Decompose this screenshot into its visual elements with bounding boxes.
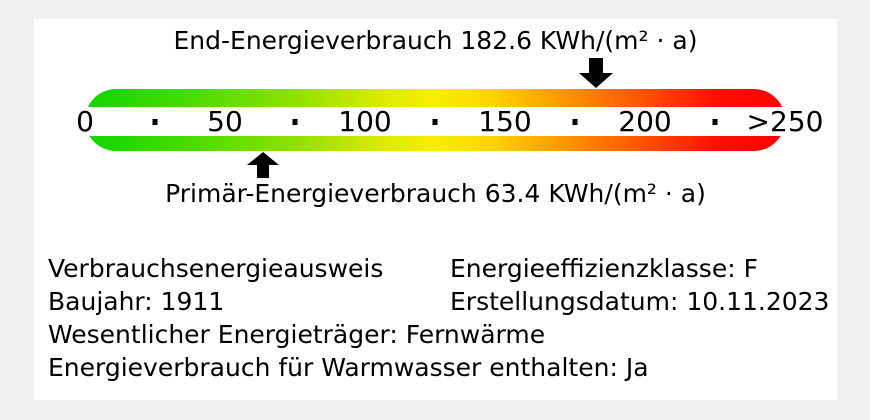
info-row-2: Wesentlicher Energieträger: Fernwärme bbox=[48, 318, 828, 351]
scale-label-stripe bbox=[85, 107, 785, 136]
primary-energy-consumption-title: Primär-Energieverbrauch 63.4 KWh/(m² · a… bbox=[165, 179, 706, 208]
end-energy-consumption-title: End-Energieverbrauch 182.6 KWh/(m² · a) bbox=[173, 26, 698, 55]
certificate-info-block: Verbrauchsenergieausweis Energieeffizienz… bbox=[48, 252, 830, 384]
info-right-0: Energieeffizienzklasse: F bbox=[450, 254, 758, 283]
info-row-3: Energieverbrauch für Warmwasser enthalte… bbox=[48, 351, 828, 384]
info-row-1: Baujahr: 1911 Erstellungsdatum: 10.11.202… bbox=[48, 285, 830, 318]
primary-energy-marker-up-arrow-icon bbox=[246, 152, 279, 178]
info-right-1: Erstellungsdatum: 10.11.2023 bbox=[450, 287, 830, 316]
info-row-0: Verbrauchsenergieausweis Energieeffizienz… bbox=[48, 252, 828, 285]
info-left-2: Wesentlicher Energieträger: Fernwärme bbox=[48, 320, 546, 349]
info-left-1: Baujahr: 1911 bbox=[48, 287, 225, 316]
energy-scale-gradient-bar bbox=[85, 89, 785, 151]
info-left-3: Energieverbrauch für Warmwasser enthalte… bbox=[48, 353, 649, 382]
info-left-0: Verbrauchsenergieausweis bbox=[48, 254, 384, 283]
end-energy-marker-down-arrow-icon bbox=[579, 58, 614, 88]
energy-certificate-panel: End-Energieverbrauch 182.6 KWh/(m² · a) … bbox=[34, 19, 837, 400]
